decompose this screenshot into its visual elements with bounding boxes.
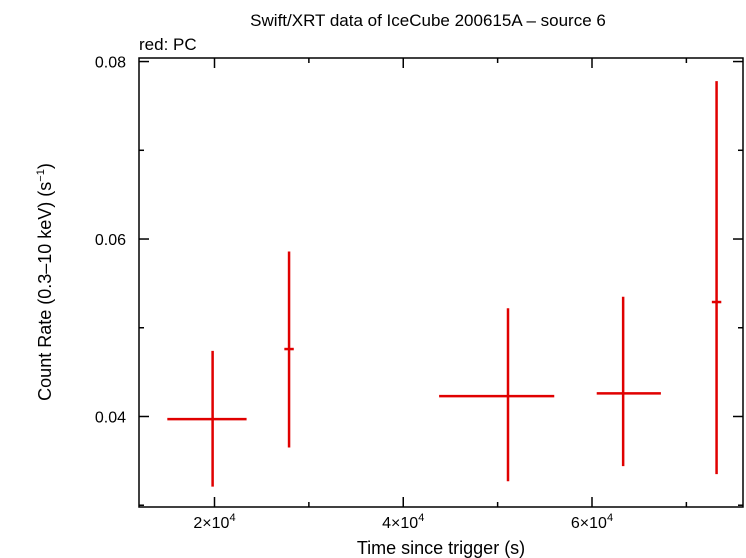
y-tick-label: 0.04 (95, 409, 126, 426)
y-axis-label-superscript: −1 (35, 169, 47, 182)
data-point (439, 308, 555, 482)
y-axis-label-end: ) (35, 163, 55, 169)
y-axis-label: Count Rate (0.3–10 keV) (s−1) (35, 163, 55, 401)
x-axis-label: Time since trigger (s) (357, 538, 525, 558)
x-tick-label: 6×104 (571, 512, 613, 532)
x-tick-label-exponent: 4 (418, 512, 424, 524)
x-tick-label-exponent: 4 (607, 512, 613, 524)
y-tick-label: 0.06 (95, 232, 126, 249)
y-tick-label: 0.08 (95, 55, 126, 72)
x-axis-ticks (213, 58, 688, 507)
x-tick-label-mantissa: 4×10 (382, 515, 418, 532)
x-tick-label: 2×104 (193, 512, 235, 532)
data-point (167, 350, 247, 487)
data-point (711, 81, 722, 475)
y-axis-tick-labels: 0.04 0.06 0.08 (95, 55, 126, 427)
x-axis-tick-labels: 2×104 4×104 6×104 (193, 512, 613, 532)
y-axis-ticks (139, 60, 743, 506)
data-point (596, 296, 661, 467)
plot-frame (138, 57, 744, 508)
data-point (284, 251, 294, 448)
x-tick-label-exponent: 4 (229, 512, 235, 524)
chart-subtitle: red: PC (139, 35, 197, 54)
x-tick-label: 4×104 (382, 512, 424, 532)
data-series-pc (167, 81, 722, 487)
y-axis-label-main: Count Rate (0.3–10 keV) (s (35, 182, 55, 401)
x-tick-label-mantissa: 2×10 (193, 515, 229, 532)
x-tick-label-mantissa: 6×10 (571, 515, 607, 532)
chart-title: Swift/XRT data of IceCube 200615A – sour… (250, 11, 606, 30)
